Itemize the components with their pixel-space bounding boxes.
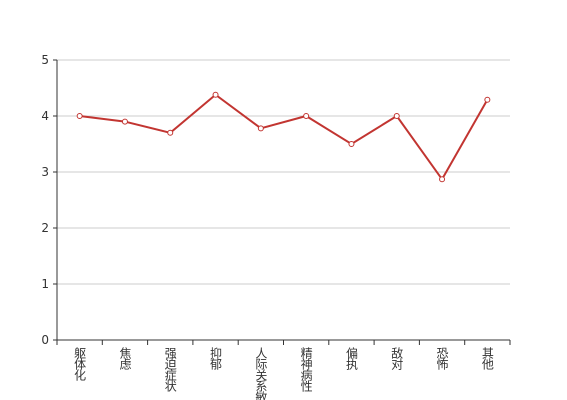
x-tick-label: 精神病性 xyxy=(299,347,313,393)
x-tick-label: 焦虑 xyxy=(118,347,132,370)
point xyxy=(484,96,491,103)
x-tick-label: 恐怖 xyxy=(435,347,449,370)
y-tick-label: 2 xyxy=(41,221,49,235)
point xyxy=(303,113,310,119)
y-tick-label: 4 xyxy=(41,109,49,123)
y-tick-label: 1 xyxy=(41,277,49,291)
point xyxy=(393,113,400,119)
point xyxy=(348,141,355,147)
x-tick-label: 抑郁 xyxy=(209,346,223,371)
point xyxy=(76,113,83,119)
y-tick-label: 3 xyxy=(41,165,49,179)
x-tick-label: 其他 xyxy=(480,347,494,370)
x-tick-label: 躯体化 xyxy=(73,346,87,382)
y-tick-label: 5 xyxy=(41,53,49,67)
point xyxy=(121,118,128,125)
point xyxy=(212,91,219,98)
point xyxy=(439,176,446,183)
series-line xyxy=(79,93,489,182)
x-tick-label: 敌对 xyxy=(390,346,404,370)
x-tick-label: 偏执 xyxy=(344,346,358,371)
x-tick-label: 人际关系敏感 xyxy=(254,347,268,400)
y-tick-label: 0 xyxy=(41,333,49,347)
point xyxy=(257,125,264,132)
point xyxy=(167,129,174,136)
x-tick-label: 强迫症状 xyxy=(163,347,177,392)
